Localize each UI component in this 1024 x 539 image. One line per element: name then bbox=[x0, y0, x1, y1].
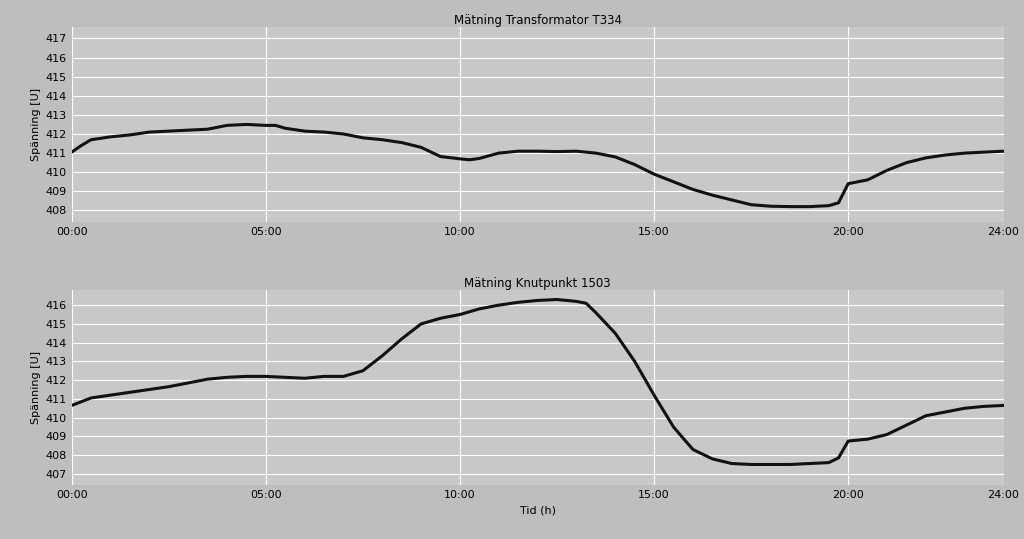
Y-axis label: Spänning [U]: Spänning [U] bbox=[32, 88, 41, 161]
Title: Mätning Transformator T334: Mätning Transformator T334 bbox=[454, 14, 622, 27]
Y-axis label: Spänning [U]: Spänning [U] bbox=[32, 351, 41, 424]
X-axis label: Tid (h): Tid (h) bbox=[519, 506, 556, 515]
Title: Mätning Knutpunkt 1503: Mätning Knutpunkt 1503 bbox=[464, 277, 611, 290]
